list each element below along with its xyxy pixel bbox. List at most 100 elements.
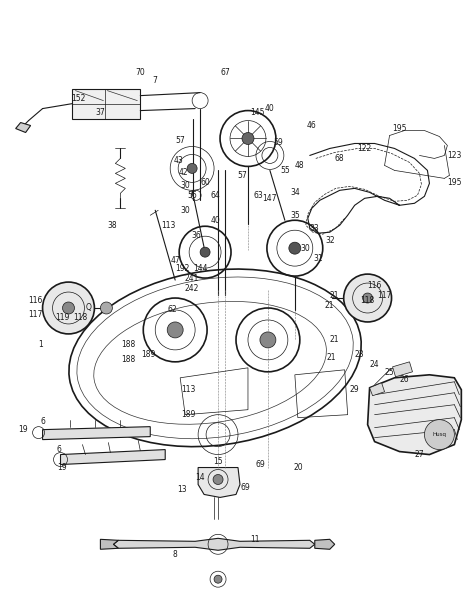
Text: 20: 20	[293, 463, 302, 472]
Text: 6: 6	[56, 445, 61, 454]
Text: Husq: Husq	[432, 432, 447, 437]
Polygon shape	[315, 539, 335, 549]
Text: 116: 116	[28, 295, 43, 305]
Text: 11: 11	[250, 535, 260, 544]
Text: 118: 118	[361, 295, 375, 305]
Text: 59: 59	[273, 138, 283, 147]
Text: 47: 47	[170, 256, 180, 265]
Circle shape	[214, 575, 222, 583]
Circle shape	[424, 420, 455, 449]
Text: 21: 21	[327, 353, 337, 362]
Text: 48: 48	[295, 161, 305, 170]
Text: 26: 26	[400, 375, 410, 384]
Text: 122: 122	[357, 144, 372, 153]
Text: 188: 188	[121, 356, 136, 364]
Text: 145: 145	[251, 108, 265, 117]
Text: 189: 189	[181, 410, 195, 419]
Polygon shape	[100, 539, 118, 549]
Circle shape	[344, 274, 392, 322]
Polygon shape	[198, 468, 240, 497]
Text: 24: 24	[370, 360, 379, 369]
Text: 188: 188	[121, 340, 136, 349]
Text: 34: 34	[290, 188, 300, 197]
Text: 30: 30	[180, 206, 190, 215]
Text: 42: 42	[178, 168, 188, 177]
Polygon shape	[113, 538, 315, 550]
Polygon shape	[370, 383, 384, 396]
Text: 68: 68	[335, 154, 345, 163]
Text: 242: 242	[185, 284, 200, 292]
Text: 195: 195	[392, 124, 407, 133]
Text: 40: 40	[265, 104, 275, 113]
Text: 113: 113	[161, 221, 175, 230]
Polygon shape	[368, 375, 461, 455]
Text: 36: 36	[191, 230, 201, 240]
Text: 21: 21	[330, 335, 339, 345]
Polygon shape	[43, 427, 150, 440]
Circle shape	[43, 282, 94, 334]
Text: 33: 33	[310, 224, 319, 233]
Circle shape	[200, 247, 210, 257]
Text: 8: 8	[173, 550, 178, 559]
Text: 23: 23	[355, 351, 365, 359]
Text: 38: 38	[108, 221, 117, 230]
Text: 67: 67	[220, 68, 230, 77]
Text: 116: 116	[367, 281, 382, 289]
Text: 6: 6	[40, 417, 45, 426]
Circle shape	[289, 242, 301, 254]
Text: 192: 192	[175, 264, 189, 273]
Text: 37: 37	[96, 108, 105, 117]
Text: 195: 195	[447, 178, 462, 187]
Text: 40: 40	[210, 216, 220, 225]
Text: 29: 29	[350, 385, 359, 394]
Text: 15: 15	[213, 457, 223, 466]
Circle shape	[100, 302, 112, 314]
Text: 63: 63	[253, 191, 263, 200]
Text: 32: 32	[325, 235, 335, 245]
Text: 152: 152	[71, 94, 86, 103]
Polygon shape	[61, 449, 165, 465]
Text: 113: 113	[181, 385, 195, 394]
Text: 57: 57	[175, 136, 185, 145]
Text: 31: 31	[313, 254, 323, 262]
Text: 55: 55	[280, 166, 290, 175]
Text: 1: 1	[38, 340, 43, 349]
Polygon shape	[16, 123, 31, 132]
Circle shape	[260, 332, 276, 348]
Text: 147: 147	[263, 194, 277, 203]
Text: 144: 144	[193, 264, 207, 273]
Text: 27: 27	[415, 450, 424, 459]
Circle shape	[363, 293, 373, 303]
Text: 69: 69	[255, 460, 265, 469]
Text: 21: 21	[330, 291, 339, 300]
Text: 62: 62	[167, 305, 177, 314]
Text: Q: Q	[85, 303, 91, 313]
Circle shape	[167, 322, 183, 338]
Text: 7: 7	[153, 76, 158, 85]
Text: 117: 117	[377, 291, 392, 300]
Text: 241: 241	[185, 273, 200, 283]
Text: 123: 123	[447, 151, 462, 160]
Polygon shape	[73, 89, 140, 118]
Text: 57: 57	[237, 171, 247, 180]
Circle shape	[242, 132, 254, 145]
Text: 56: 56	[187, 191, 197, 200]
Circle shape	[187, 164, 197, 173]
Text: 13: 13	[177, 485, 187, 494]
Text: 189: 189	[141, 351, 155, 359]
Text: 43: 43	[173, 156, 183, 165]
Text: 64: 64	[210, 191, 220, 200]
Text: 70: 70	[136, 68, 145, 77]
Text: 30: 30	[300, 244, 310, 253]
Text: 117: 117	[28, 310, 43, 319]
Text: 60: 60	[200, 178, 210, 187]
Text: 69: 69	[240, 483, 250, 492]
Text: 25: 25	[385, 368, 394, 378]
Polygon shape	[392, 362, 412, 377]
Circle shape	[213, 474, 223, 484]
Text: 119: 119	[55, 313, 70, 322]
Text: 19: 19	[58, 463, 67, 472]
Text: 46: 46	[307, 121, 317, 130]
Text: 19: 19	[18, 425, 27, 434]
Text: 35: 35	[290, 211, 300, 220]
